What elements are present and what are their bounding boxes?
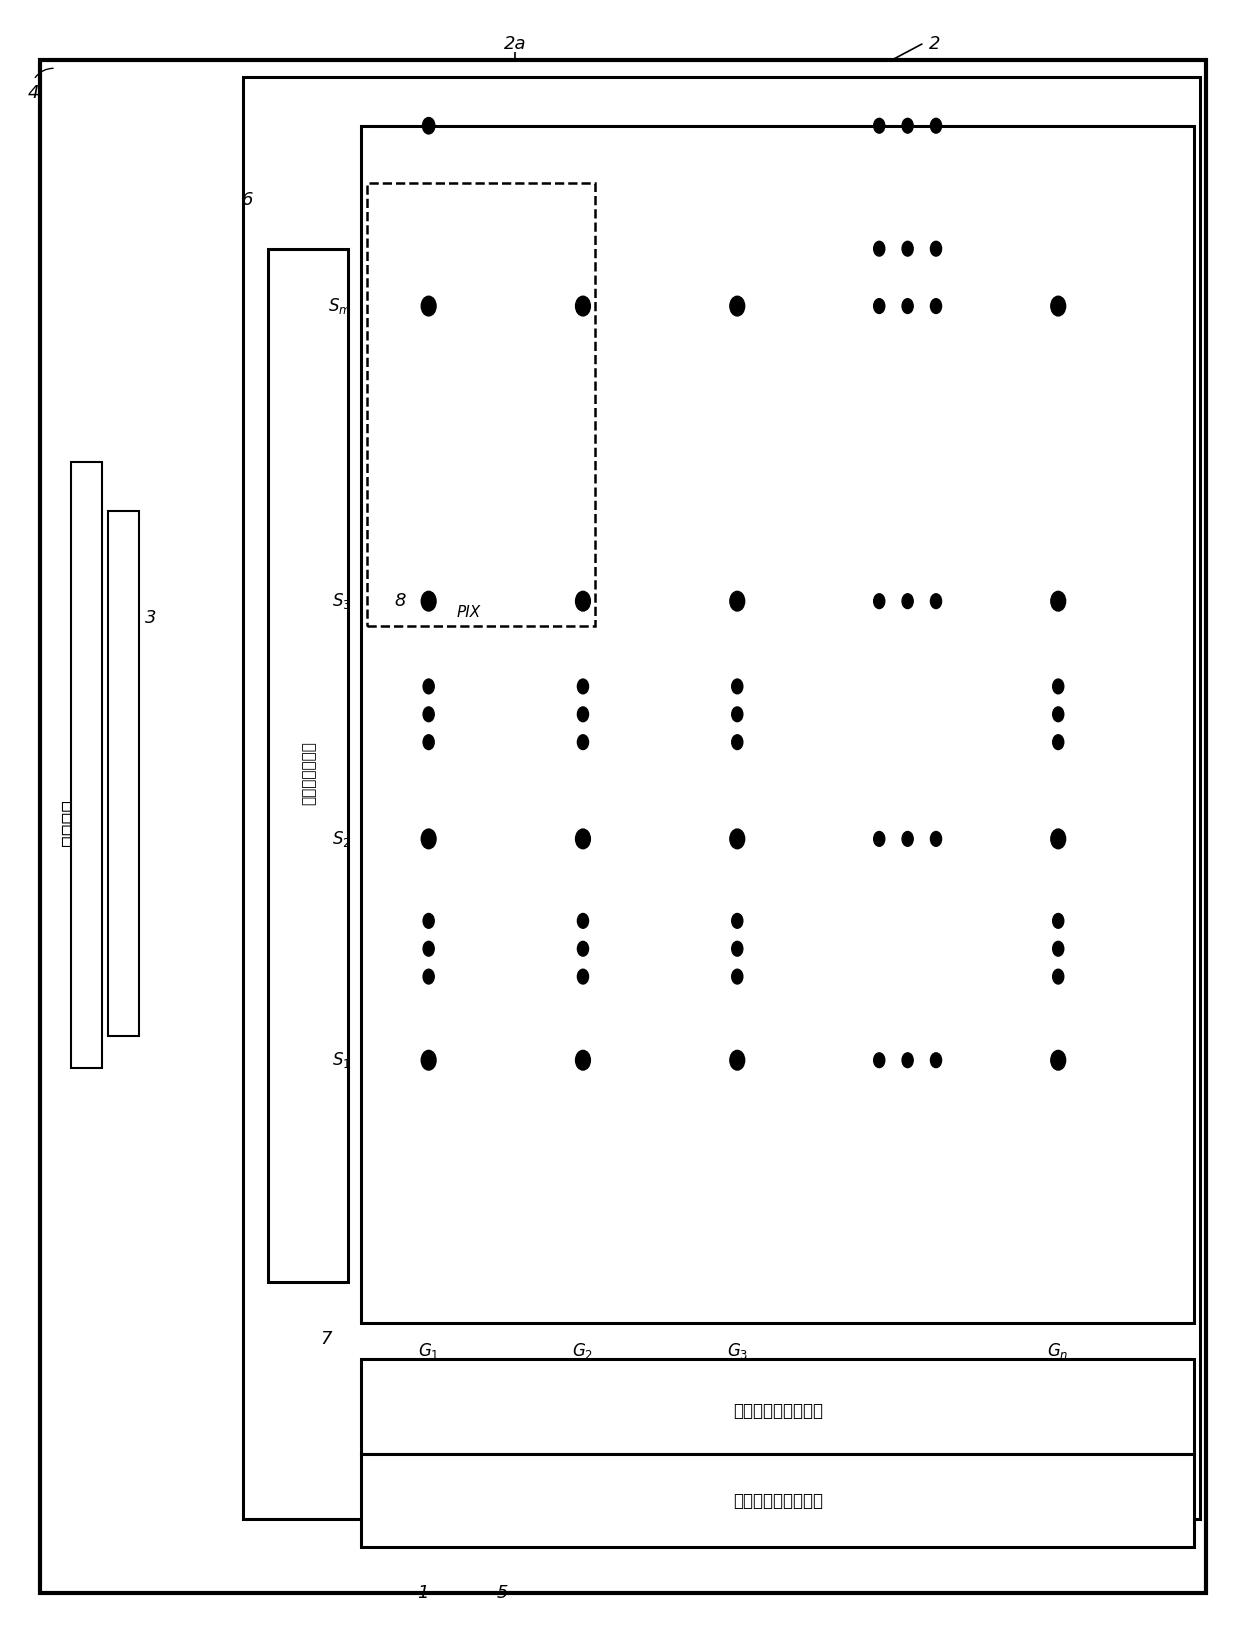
Circle shape (578, 735, 589, 750)
Circle shape (874, 242, 885, 257)
Circle shape (578, 969, 589, 984)
Circle shape (730, 1051, 745, 1069)
Circle shape (1050, 1051, 1065, 1069)
Circle shape (874, 1053, 885, 1068)
Text: 控制基板: 控制基板 (60, 799, 79, 846)
Circle shape (901, 118, 913, 133)
Text: 3: 3 (145, 609, 156, 627)
Circle shape (730, 296, 745, 316)
Text: $S_m$: $S_m$ (327, 296, 351, 316)
Circle shape (901, 831, 913, 846)
Text: $S_2$: $S_2$ (332, 829, 351, 849)
Text: $G_1$: $G_1$ (418, 1341, 439, 1360)
Circle shape (930, 1053, 941, 1068)
Bar (108, 512, 139, 1036)
Circle shape (578, 679, 589, 694)
Text: 5: 5 (497, 1584, 508, 1602)
Circle shape (423, 941, 434, 956)
Text: 移位寄存器扫描线路: 移位寄存器扫描线路 (733, 1402, 823, 1420)
Circle shape (422, 829, 436, 849)
Circle shape (874, 594, 885, 609)
Circle shape (422, 1051, 436, 1069)
Circle shape (874, 831, 885, 846)
Circle shape (930, 118, 941, 133)
Circle shape (575, 1051, 590, 1069)
Circle shape (732, 913, 743, 928)
Text: PIX: PIX (458, 605, 481, 620)
Text: $G_2$: $G_2$ (573, 1341, 594, 1360)
Circle shape (1053, 707, 1064, 722)
Circle shape (874, 118, 885, 133)
Text: 8: 8 (394, 592, 405, 610)
Circle shape (901, 242, 913, 257)
Circle shape (423, 913, 434, 928)
Text: 源极线驱动电路: 源极线驱动电路 (301, 742, 316, 806)
Circle shape (732, 735, 743, 750)
Circle shape (1053, 679, 1064, 694)
Circle shape (423, 735, 434, 750)
Circle shape (575, 591, 590, 610)
Circle shape (578, 913, 589, 928)
Bar (361, 125, 1194, 1323)
Circle shape (874, 299, 885, 314)
Text: $G_3$: $G_3$ (727, 1341, 748, 1360)
Text: 2: 2 (929, 35, 940, 53)
Circle shape (575, 296, 590, 316)
Circle shape (423, 707, 434, 722)
Text: $G_n$: $G_n$ (1048, 1341, 1069, 1360)
Circle shape (1053, 735, 1064, 750)
Bar (268, 248, 348, 1281)
Circle shape (578, 941, 589, 956)
Circle shape (1053, 969, 1064, 984)
Circle shape (930, 242, 941, 257)
Circle shape (423, 117, 435, 133)
Text: 7: 7 (320, 1329, 332, 1347)
Circle shape (730, 591, 745, 610)
Circle shape (575, 829, 590, 849)
Text: 1: 1 (417, 1584, 428, 1602)
Text: $S_3$: $S_3$ (332, 591, 351, 612)
Circle shape (1050, 829, 1065, 849)
Circle shape (732, 679, 743, 694)
Circle shape (578, 707, 589, 722)
Text: 4: 4 (27, 84, 40, 102)
Circle shape (732, 707, 743, 722)
Circle shape (732, 969, 743, 984)
Bar (71, 462, 102, 1068)
Circle shape (730, 829, 745, 849)
Bar (367, 183, 595, 625)
Circle shape (1053, 941, 1064, 956)
Circle shape (1053, 913, 1064, 928)
Circle shape (423, 679, 434, 694)
Circle shape (930, 299, 941, 314)
Circle shape (423, 969, 434, 984)
Text: 2a: 2a (503, 35, 526, 53)
Circle shape (930, 831, 941, 846)
Text: 6: 6 (242, 191, 253, 209)
Circle shape (901, 299, 913, 314)
Bar (361, 1454, 1194, 1548)
Bar (243, 77, 1200, 1520)
Bar (361, 1359, 1194, 1454)
Circle shape (422, 591, 436, 610)
Circle shape (422, 296, 436, 316)
Text: 移位寄存器控制电路: 移位寄存器控制电路 (733, 1492, 823, 1510)
Circle shape (930, 594, 941, 609)
Circle shape (901, 1053, 913, 1068)
Circle shape (732, 941, 743, 956)
Text: $S_1$: $S_1$ (332, 1050, 351, 1071)
Circle shape (1050, 591, 1065, 610)
Circle shape (1050, 296, 1065, 316)
Circle shape (901, 594, 913, 609)
